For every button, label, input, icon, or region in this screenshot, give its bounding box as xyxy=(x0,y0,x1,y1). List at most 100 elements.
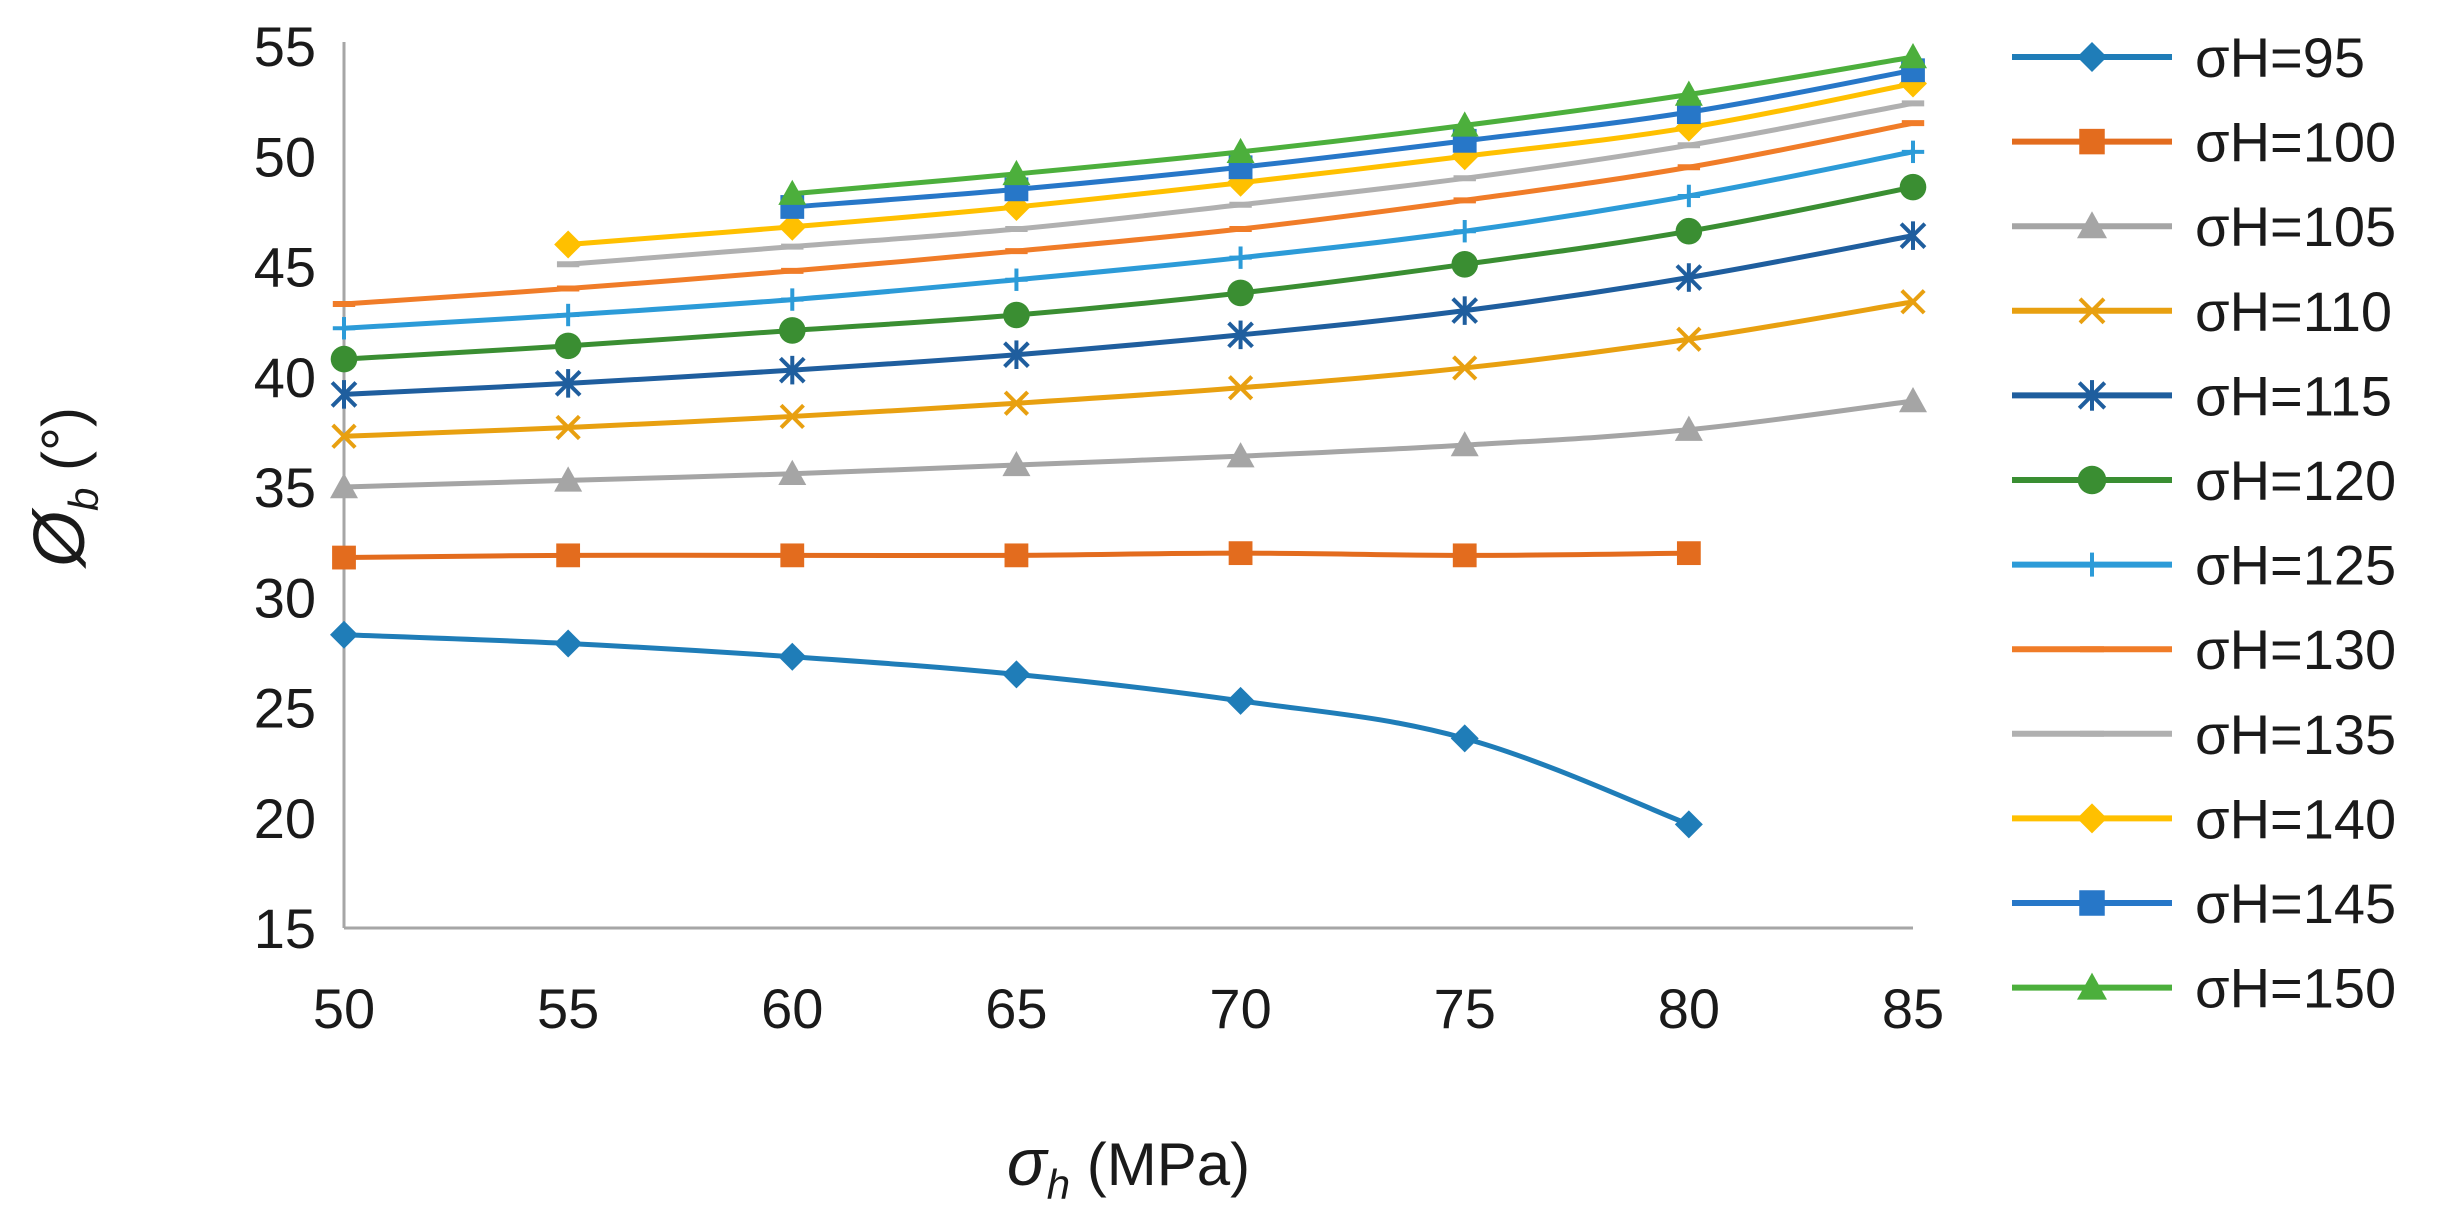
legend-item: σH=100 xyxy=(2012,111,2396,174)
data-point xyxy=(1452,355,1478,381)
data-point xyxy=(1003,301,1030,329)
marker-stroke xyxy=(331,423,357,449)
x-tick-label: 70 xyxy=(1209,977,1271,1040)
x-axis-title: σh (MPa) xyxy=(1007,1125,1250,1208)
legend-marker xyxy=(2077,42,2107,72)
axes: 15 20 25 30 35 40 45 50 55 50 55 60 65 70 75 80 85 xyxy=(254,15,1944,1040)
marker-stroke xyxy=(1676,326,1702,352)
legend-marker xyxy=(2077,465,2107,495)
data-point xyxy=(1005,268,1028,291)
x-tick-label: 55 xyxy=(537,977,599,1040)
legend-label: σH=150 xyxy=(2195,957,2396,1020)
legend-label: σH=120 xyxy=(2195,449,2396,512)
legend-marker xyxy=(2077,803,2107,834)
y-tick-label: 25 xyxy=(254,677,316,740)
marker-stroke xyxy=(555,414,581,441)
data-point xyxy=(554,230,583,259)
data-point xyxy=(1450,431,1479,457)
x-tick-label: 60 xyxy=(761,977,823,1040)
series-group xyxy=(330,620,1703,839)
legend-item: σH=115 xyxy=(2012,364,2392,427)
legend-item: σH=130 xyxy=(2012,618,2396,681)
data-point xyxy=(1676,326,1702,352)
data-point xyxy=(1450,724,1479,753)
data-point xyxy=(1452,543,1477,568)
marker-stroke xyxy=(779,403,805,430)
data-point xyxy=(779,403,805,430)
data-point xyxy=(1899,173,1927,201)
data-point xyxy=(1453,220,1476,243)
data-point xyxy=(330,380,358,409)
data-point xyxy=(1003,390,1030,416)
data-point xyxy=(1675,217,1703,245)
data-point xyxy=(1002,450,1031,477)
y-axis-title: Øb (°) xyxy=(20,407,107,569)
data-point xyxy=(1227,375,1254,401)
data-point xyxy=(780,543,805,568)
data-point xyxy=(1899,43,1927,69)
series-line xyxy=(789,67,1916,210)
data-point xyxy=(330,620,358,649)
marker-stroke xyxy=(1227,375,1254,401)
data-point xyxy=(1226,442,1255,468)
x-tick-label: 75 xyxy=(1434,977,1496,1040)
legend-marker xyxy=(2077,211,2107,239)
series-group xyxy=(332,140,1925,340)
legend-label: σH=110 xyxy=(2195,280,2392,343)
data-point xyxy=(778,179,807,205)
data-point xyxy=(554,629,583,658)
axis-titles: σh (MPa) Øb (°) xyxy=(20,407,1250,1208)
data-point xyxy=(1003,340,1030,369)
legend-label: σH=135 xyxy=(2195,703,2396,766)
data-point xyxy=(778,642,807,671)
data-point xyxy=(778,459,807,485)
data-point xyxy=(1002,660,1031,689)
legend-item: σH=105 xyxy=(2012,195,2396,258)
legend: σH=95 σH=100 σH=105 σH=110 σH=115 σH=120 σH=12… xyxy=(2012,26,2396,1020)
x-tick-label: 80 xyxy=(1658,977,1720,1040)
data-point xyxy=(555,414,581,441)
data-point xyxy=(554,466,583,492)
legend-item: σH=135 xyxy=(2012,703,2396,766)
legend-label: σH=130 xyxy=(2195,618,2396,681)
data-point xyxy=(554,369,582,398)
plot-series xyxy=(330,43,1927,839)
y-axis-subscript: b xyxy=(60,488,107,511)
series-group xyxy=(556,100,1925,268)
x-axis-subscript: h xyxy=(1047,1161,1070,1208)
y-axis-symbol: Ø xyxy=(20,507,100,569)
data-point xyxy=(1677,184,1701,208)
legend-label: σH=115 xyxy=(2195,364,2392,427)
y-tick-label: 50 xyxy=(254,125,316,188)
legend-item: σH=150 xyxy=(2012,957,2396,1020)
legend-label: σH=95 xyxy=(2195,26,2365,89)
data-point xyxy=(1226,686,1255,715)
data-point xyxy=(1676,100,1701,125)
data-point xyxy=(1674,80,1703,106)
data-point xyxy=(556,543,581,568)
y-axis-unit: (°) xyxy=(30,407,97,488)
y-tick-label: 20 xyxy=(254,787,316,850)
y-tick-label: 35 xyxy=(254,456,316,519)
data-point xyxy=(1227,320,1254,350)
legend-label: σH=145 xyxy=(2195,872,2396,935)
data-point xyxy=(1228,541,1253,566)
series-line xyxy=(341,299,1916,439)
series-line xyxy=(341,398,1916,490)
data-point xyxy=(1675,263,1703,292)
data-point xyxy=(1451,250,1479,278)
y-tick-label: 40 xyxy=(254,346,316,409)
y-tick-label: 15 xyxy=(254,897,316,960)
legend-label: σH=140 xyxy=(2195,787,2396,850)
marker-stroke xyxy=(1900,289,1926,315)
y-tick-label: 30 xyxy=(254,566,316,629)
legend-marker xyxy=(2077,972,2107,1000)
data-point xyxy=(1227,279,1254,307)
legend-item: σH=140 xyxy=(2012,787,2396,850)
x-tick-label: 85 xyxy=(1882,977,1944,1040)
series-group xyxy=(332,120,1925,307)
data-point xyxy=(554,332,582,360)
data-point xyxy=(1450,111,1479,137)
